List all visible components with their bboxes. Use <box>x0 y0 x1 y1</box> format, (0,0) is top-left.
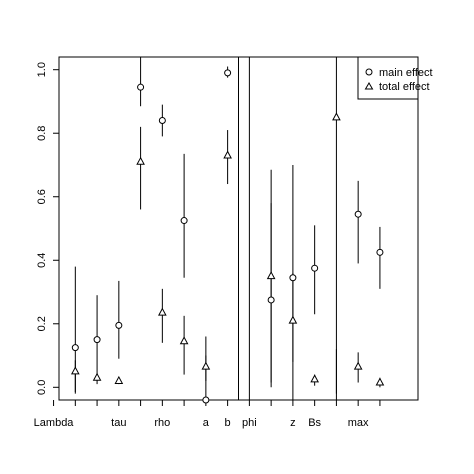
main-effect-point <box>137 83 145 91</box>
main-effect-point <box>267 296 275 304</box>
total-effect-point <box>158 307 167 316</box>
total-effect-point <box>223 150 232 159</box>
main-effect-point <box>202 396 210 404</box>
total-effect-point <box>92 372 102 381</box>
markers <box>70 69 385 404</box>
x-tick-label: z <box>290 417 296 429</box>
x-tick-label: max <box>348 417 369 429</box>
total-effect-point <box>70 366 80 375</box>
y-axis: 0.0 0.2 0.4 0.6 0.8 1.0 <box>36 62 59 395</box>
total-effect-point <box>201 361 211 370</box>
legend: main effect total effect <box>357 56 433 100</box>
x-tick-label: tau <box>111 417 126 429</box>
error-bars <box>74 57 381 400</box>
y-tick-label: 0.4 <box>36 253 48 268</box>
main-effect-point <box>180 217 188 225</box>
main-effect-point <box>158 117 166 125</box>
legend-total-effect: total effect <box>379 81 430 93</box>
main-effect-point <box>71 344 79 352</box>
legend-triangle-icon <box>364 82 374 90</box>
main-effect-point <box>115 321 123 329</box>
x-tick-label: Bs <box>308 417 321 429</box>
x-tick-label: a <box>203 417 210 429</box>
x-axis: Lambda tau rho a b phi z Bs max <box>34 400 381 429</box>
y-tick-label: 0.6 <box>36 189 48 204</box>
main-effect-point <box>289 274 297 282</box>
total-effect-point <box>310 374 319 383</box>
legend-main-effect: main effect <box>379 67 433 79</box>
x-tick-label: phi <box>242 417 257 429</box>
main-effect-point <box>376 248 384 256</box>
total-effect-point <box>114 375 124 384</box>
legend-circle-icon <box>365 68 373 76</box>
y-tick-label: 0.2 <box>36 316 48 331</box>
y-tick-label: 1.0 <box>36 62 48 77</box>
main-effect-point <box>354 210 362 218</box>
x-tick-label: rho <box>154 417 170 429</box>
main-effect-point <box>93 336 101 344</box>
x-tick-label: b <box>225 417 231 429</box>
total-effect-point <box>375 377 385 386</box>
main-effect-point <box>224 69 232 77</box>
y-tick-label: 0.8 <box>36 126 48 141</box>
total-effect-point <box>332 112 341 121</box>
total-effect-point <box>288 315 298 324</box>
total-effect-point <box>136 156 145 165</box>
total-effect-point <box>353 361 363 370</box>
total-effect-point <box>266 271 276 280</box>
legend-box <box>357 56 419 100</box>
x-tick-label: Lambda <box>34 417 75 429</box>
y-tick-label: 0.0 <box>36 380 48 395</box>
main-effect-point <box>311 264 319 272</box>
total-effect-point <box>179 336 189 345</box>
